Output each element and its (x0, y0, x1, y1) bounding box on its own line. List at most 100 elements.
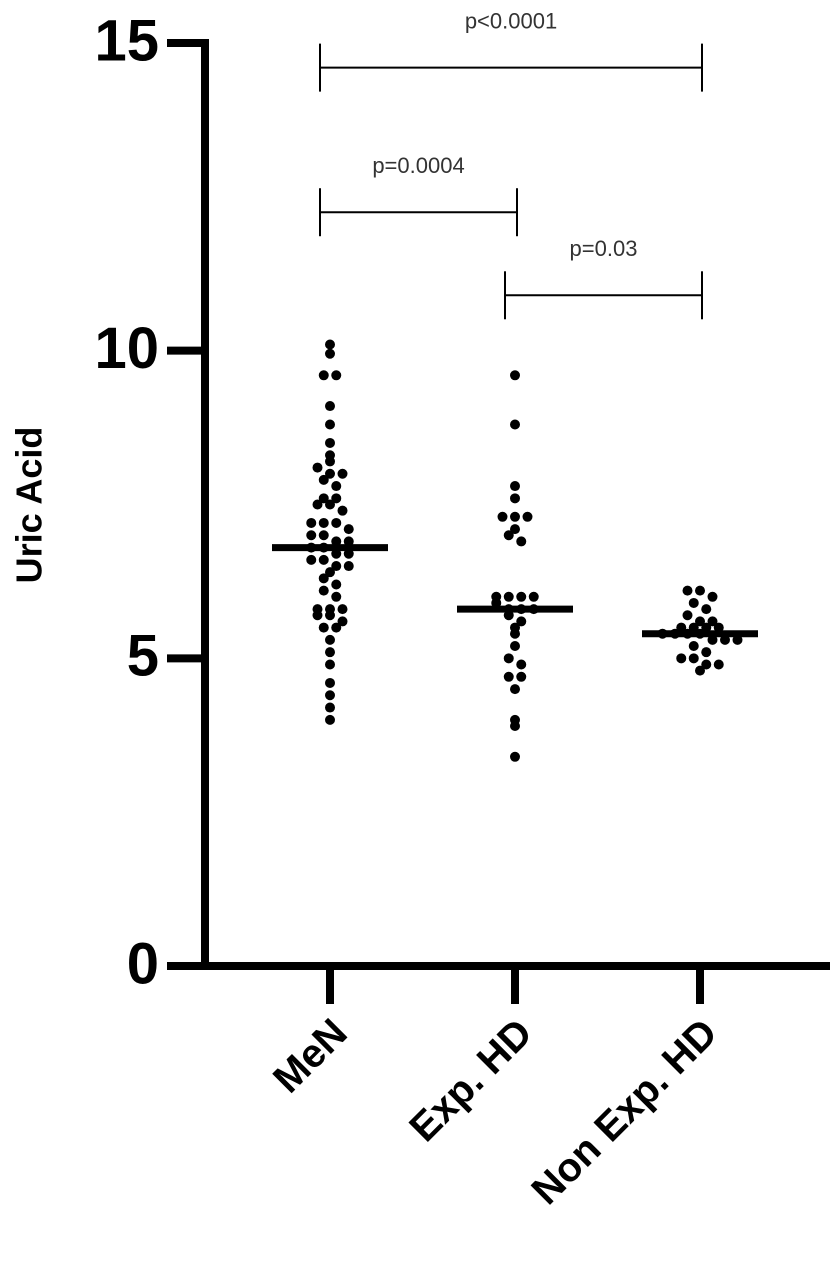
data-dot (510, 419, 520, 430)
data-dot (318, 530, 329, 541)
data-dot (516, 616, 527, 627)
data-dot (732, 634, 743, 645)
data-dot (331, 622, 342, 633)
x-tick-label: Non Exp. HD (523, 1011, 725, 1213)
data-dot (318, 585, 329, 596)
data-dot (306, 554, 317, 565)
data-dot (325, 677, 335, 688)
data-dot (516, 591, 527, 602)
data-dot (688, 622, 699, 633)
data-dot (325, 419, 335, 430)
data-dot (510, 628, 520, 639)
data-dot (695, 616, 705, 627)
data-dot (510, 524, 520, 535)
p-value: p=0.0004 (372, 153, 464, 178)
data-dot (516, 659, 527, 670)
data-dot (318, 573, 329, 584)
data-dot (707, 634, 718, 645)
data-dot (325, 339, 335, 350)
data-dot (331, 591, 342, 602)
data-dot (318, 493, 329, 504)
data-dot (331, 536, 342, 547)
data-dot (331, 548, 342, 559)
data-dot (701, 647, 712, 658)
x-tick-label: Exp. HD (401, 1011, 541, 1151)
data-dot (503, 530, 514, 541)
data-dot (510, 641, 520, 652)
data-dot (318, 622, 329, 633)
data-dot (331, 481, 342, 492)
data-dot (312, 499, 323, 510)
data-dot (516, 671, 527, 682)
data-dot (510, 721, 520, 732)
p-value: p<0.0001 (465, 8, 557, 33)
data-dot (343, 524, 354, 535)
data-dot (688, 641, 699, 652)
data-dot (318, 517, 329, 528)
data-dot (343, 536, 354, 547)
data-dot (503, 591, 514, 602)
data-dot (516, 536, 527, 547)
data-dot (331, 517, 342, 528)
data-dot (318, 474, 329, 485)
data-dot (491, 597, 502, 608)
data-dot (497, 511, 508, 522)
data-dot (325, 714, 335, 725)
data-dot (325, 468, 335, 479)
data-dot (325, 348, 335, 359)
data-dot (312, 610, 323, 621)
data-dot (337, 505, 348, 516)
data-dot (701, 604, 712, 615)
data-dot (325, 567, 335, 578)
y-tick-label: 0 (127, 931, 159, 996)
data-dot (522, 511, 533, 522)
data-dot (510, 751, 520, 762)
data-dot (331, 493, 342, 504)
data-dot (312, 462, 323, 473)
data-dot (325, 437, 335, 448)
data-dot (325, 634, 335, 645)
data-dot (528, 591, 539, 602)
data-dot (503, 610, 514, 621)
data-dot (688, 597, 699, 608)
data-dot (713, 622, 724, 633)
data-dot (306, 517, 317, 528)
data-dot (331, 579, 342, 590)
x-tick-label: MeN (265, 1011, 356, 1102)
data-dot (318, 370, 329, 381)
data-dot (337, 604, 348, 615)
data-dot (306, 530, 317, 541)
data-dot (701, 659, 712, 670)
data-dot (707, 591, 718, 602)
data-dot (676, 622, 687, 633)
data-dot (343, 548, 354, 559)
data-dot (325, 659, 335, 670)
data-dot (331, 370, 342, 381)
data-dot (707, 616, 718, 627)
data-dot (325, 690, 335, 701)
data-dot (318, 554, 329, 565)
data-dot (676, 653, 687, 664)
data-dot (688, 653, 699, 664)
data-dot (325, 401, 335, 412)
data-dot (510, 684, 520, 695)
data-dot (713, 659, 724, 670)
data-dot (503, 671, 514, 682)
y-tick-label: 10 (94, 316, 159, 381)
data-dot (325, 456, 335, 467)
data-dot (325, 647, 335, 658)
data-dot (325, 702, 335, 713)
data-dot (701, 622, 712, 633)
y-tick-label: 15 (94, 8, 159, 73)
data-dot (695, 585, 705, 596)
data-dot (510, 481, 520, 492)
y-axis-title: Uric Acid (9, 427, 50, 584)
data-dot (510, 511, 520, 522)
data-dot (510, 493, 520, 504)
data-dot (682, 610, 693, 621)
data-dot (325, 610, 335, 621)
data-dot (337, 468, 348, 479)
data-dot (337, 616, 348, 627)
data-dot (343, 561, 354, 572)
